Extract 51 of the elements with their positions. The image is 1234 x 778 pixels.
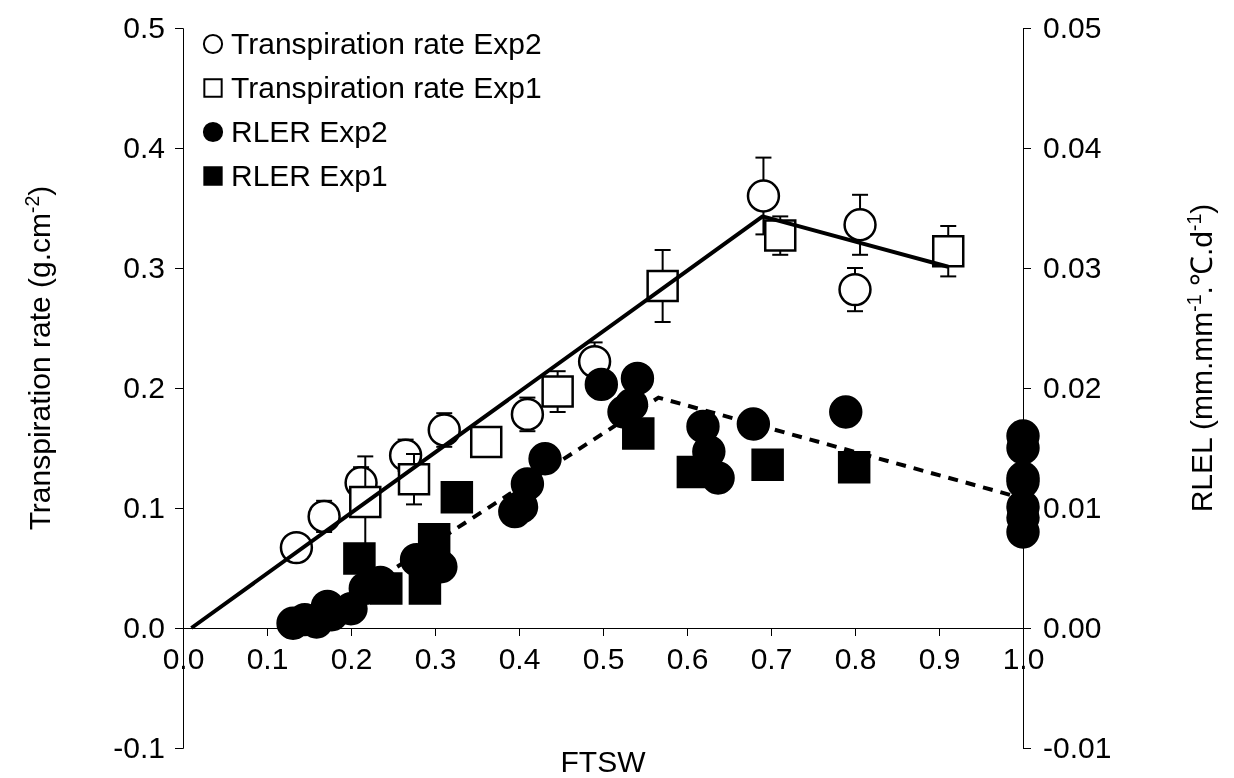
point <box>510 397 545 432</box>
point <box>541 375 574 408</box>
y-tick-label: 0.0 <box>123 611 165 645</box>
x-tick-label: 0.6 <box>666 642 709 676</box>
point <box>838 272 872 307</box>
point <box>620 361 655 396</box>
legend-label: Transpiration rate Exp2 <box>231 27 542 60</box>
point <box>931 234 965 268</box>
y-tick-label: 0.1 <box>123 491 165 525</box>
y2-tick-label: 0.03 <box>1043 251 1102 285</box>
y-tick-label: 0.5 <box>123 11 165 45</box>
point <box>584 367 619 402</box>
point <box>528 442 562 476</box>
y-tick-label: -0.1 <box>113 731 165 765</box>
y2-tick-label: 0.05 <box>1043 11 1102 45</box>
x-tick-label: 0.7 <box>750 642 793 676</box>
x-tick-label: 0.2 <box>330 642 373 676</box>
y-tick-label: 0.3 <box>123 251 165 285</box>
legend-label: RLER Exp2 <box>231 115 388 148</box>
point <box>370 572 403 605</box>
x-tick-label: 0.1 <box>246 642 289 676</box>
x-tick-label: 0.4 <box>498 642 541 676</box>
legend-label: RLER Exp1 <box>231 159 388 192</box>
y-tick-label: 0.2 <box>123 371 165 405</box>
y2-tick-label: 0.00 <box>1043 611 1102 645</box>
point <box>343 542 376 575</box>
point <box>829 395 863 429</box>
y2-tick-label: 0.04 <box>1043 131 1102 165</box>
x-axis-title: FTSW <box>560 745 647 778</box>
point <box>510 467 545 501</box>
point <box>763 219 797 252</box>
point <box>307 499 341 534</box>
point <box>408 572 442 605</box>
legend-label: Transpiration rate Exp1 <box>231 71 542 104</box>
point <box>746 179 781 213</box>
point <box>736 407 771 441</box>
y2-tick-label: 0.01 <box>1043 491 1102 525</box>
point <box>440 480 474 514</box>
x-tick-label: 0.3 <box>414 642 457 676</box>
point <box>843 208 877 242</box>
point <box>751 448 784 482</box>
point <box>622 417 655 450</box>
y2-tick-label: -0.01 <box>1043 731 1112 765</box>
y-tick-label: 0.4 <box>123 131 165 165</box>
point <box>469 425 503 459</box>
x-tick-label: 0.5 <box>582 642 625 676</box>
x-tick-label: 0.9 <box>918 642 961 676</box>
point <box>837 450 871 484</box>
y2-tick-label: 0.02 <box>1043 371 1102 405</box>
x-tick-label: 0.8 <box>834 642 877 676</box>
point <box>427 413 461 447</box>
